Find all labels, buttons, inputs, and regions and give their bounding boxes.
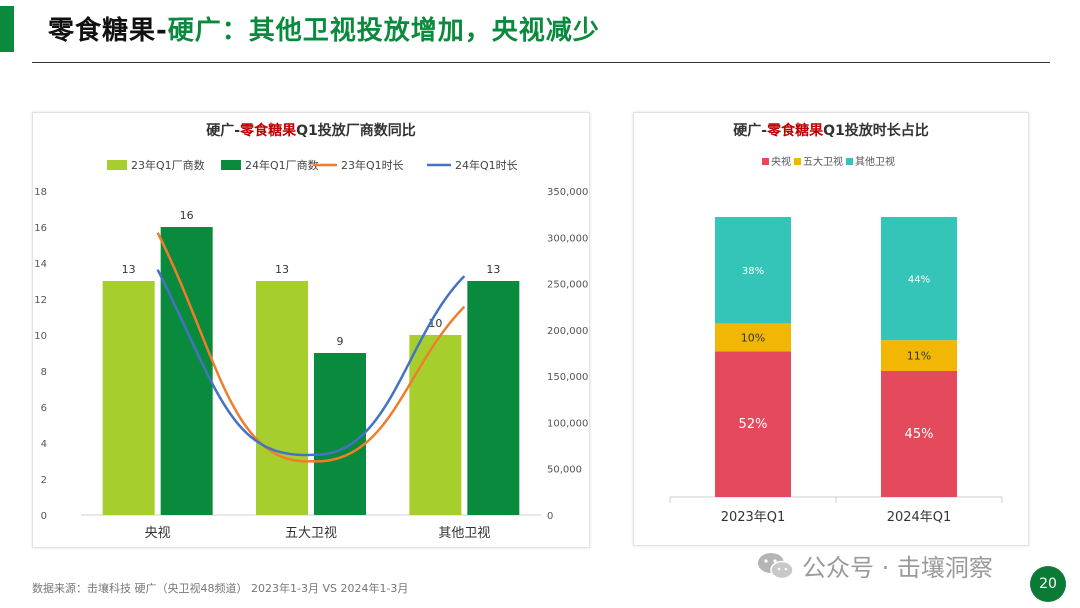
legend-swatch bbox=[221, 160, 241, 170]
y-right-tick-label: 200,000 bbox=[547, 326, 588, 337]
y-right-tick-label: 100,000 bbox=[547, 418, 588, 429]
chart-title: 硬广-零食糖果Q1投放厂商数同比 bbox=[206, 122, 415, 139]
y-left-tick-label: 2 bbox=[41, 475, 47, 486]
y-left-tick-label: 10 bbox=[34, 331, 47, 342]
bar-24年Q1厂商数 bbox=[467, 281, 520, 515]
y-right-tick-label: 300,000 bbox=[547, 233, 588, 244]
segment-data-label: 45% bbox=[905, 427, 934, 442]
segment-五大卫视 bbox=[715, 323, 791, 352]
chart-title-part: Q1投放时长占比 bbox=[823, 122, 929, 139]
page-number-badge: 20 bbox=[1030, 566, 1066, 602]
legend-label: 五大卫视 bbox=[803, 155, 843, 168]
legend-swatch bbox=[794, 158, 801, 165]
chart-title-part: 零食糖果 bbox=[766, 122, 824, 139]
y-left-tick-label: 8 bbox=[41, 367, 47, 378]
chart-title-part: 零食糖果 bbox=[239, 122, 297, 139]
segment-data-label: 38% bbox=[742, 266, 764, 277]
bar-23年Q1厂商数 bbox=[102, 281, 155, 515]
chart-title-part: 硬广- bbox=[206, 122, 240, 139]
x-tick-label: 2023年Q1 bbox=[721, 510, 786, 525]
chart-title-part: Q1投放厂商数同比 bbox=[296, 122, 416, 139]
bar-data-label: 16 bbox=[180, 209, 194, 222]
bar-data-label: 13 bbox=[122, 263, 136, 276]
bar-24年Q1厂商数 bbox=[160, 227, 213, 515]
bar-23年Q1厂商数 bbox=[409, 335, 462, 515]
wechat-icon bbox=[756, 551, 796, 581]
y-right-tick-label: 0 bbox=[547, 511, 553, 522]
legend-swatch bbox=[846, 158, 853, 165]
line-24年Q1时长 bbox=[156, 269, 466, 457]
title-accent-bar bbox=[0, 6, 14, 52]
bar-data-label: 13 bbox=[275, 263, 289, 276]
data-source-note: 数据来源：击壤科技 硬广（央卫视48频道） 2023年1-3月 VS 2024年… bbox=[32, 582, 409, 595]
page-title-rest: 硬广：其他卫视投放增加，央视减少 bbox=[167, 16, 600, 46]
y-left-tick-label: 6 bbox=[41, 403, 47, 414]
y-left-tick-label: 14 bbox=[34, 259, 47, 270]
legend-label: 23年Q1厂商数 bbox=[131, 158, 205, 172]
bar-23年Q1厂商数 bbox=[256, 281, 308, 515]
bar-data-label: 9 bbox=[337, 335, 344, 348]
segment-data-label: 44% bbox=[908, 275, 930, 286]
segment-五大卫视 bbox=[881, 340, 957, 371]
duration-share-chart-panel: 硬广-零食糖果Q1投放时长占比央视 五大卫视 其他卫视 2023年Q1 52% 10% 38… bbox=[633, 112, 1029, 546]
x-tick-label: 五大卫视 bbox=[285, 526, 337, 541]
y-right-tick-label: 350,000 bbox=[547, 187, 588, 198]
segment-央视 bbox=[881, 371, 957, 497]
x-tick-label: 其他卫视 bbox=[438, 526, 490, 541]
legend-label: 23年Q1时长 bbox=[341, 158, 404, 172]
chart-title-part: 硬广- bbox=[733, 122, 767, 139]
legend-label: 央视 bbox=[771, 155, 791, 168]
segment-央视 bbox=[715, 351, 791, 497]
segment-data-label: 11% bbox=[907, 350, 931, 363]
x-tick-label: 央视 bbox=[145, 526, 171, 541]
segment-data-label: 52% bbox=[739, 417, 768, 432]
y-left-tick-label: 0 bbox=[41, 511, 47, 522]
wechat-watermark: 公众号 · 击壤洞察 bbox=[756, 548, 993, 583]
legend-label: 其他卫视 bbox=[855, 155, 895, 168]
title-divider bbox=[32, 62, 1050, 63]
legend-label: 24年Q1厂商数 bbox=[245, 158, 319, 172]
line-23年Q1时长 bbox=[156, 232, 466, 463]
bar-data-label: 13 bbox=[486, 263, 500, 276]
y-left-tick-label: 16 bbox=[34, 223, 47, 234]
wechat-watermark-text: 公众号 · 击壤洞察 bbox=[802, 554, 993, 582]
segment-其他卫视 bbox=[715, 217, 791, 324]
page-title-lead: 零食糖果- bbox=[48, 16, 168, 46]
legend-swatch bbox=[762, 158, 769, 165]
bar-24年Q1厂商数 bbox=[314, 353, 366, 515]
legend-label: 24年Q1时长 bbox=[455, 158, 518, 172]
page-title: 零食糖果-硬广：其他卫视投放增加，央视减少 bbox=[48, 10, 600, 47]
y-left-tick-label: 18 bbox=[34, 187, 47, 198]
y-right-tick-label: 150,000 bbox=[547, 372, 588, 383]
vendor-count-chart-panel: 硬广-零食糖果Q1投放厂商数同比 23年Q1厂商数 24年Q1厂商数 23年Q1时长 2… bbox=[32, 112, 590, 548]
segment-其他卫视 bbox=[881, 217, 957, 341]
segment-data-label: 10% bbox=[741, 331, 765, 344]
vendor-count-chart: 硬广-零食糖果Q1投放厂商数同比 23年Q1厂商数 24年Q1厂商数 23年Q1时长 2… bbox=[34, 122, 588, 541]
x-tick-label: 2024年Q1 bbox=[887, 510, 952, 525]
legend-swatch bbox=[107, 160, 127, 170]
chart-title: 硬广-零食糖果Q1投放时长占比 bbox=[733, 122, 928, 139]
y-right-tick-label: 50,000 bbox=[547, 465, 582, 476]
y-left-tick-label: 12 bbox=[34, 295, 47, 306]
y-left-tick-label: 4 bbox=[41, 439, 47, 450]
y-right-tick-label: 250,000 bbox=[547, 280, 588, 291]
